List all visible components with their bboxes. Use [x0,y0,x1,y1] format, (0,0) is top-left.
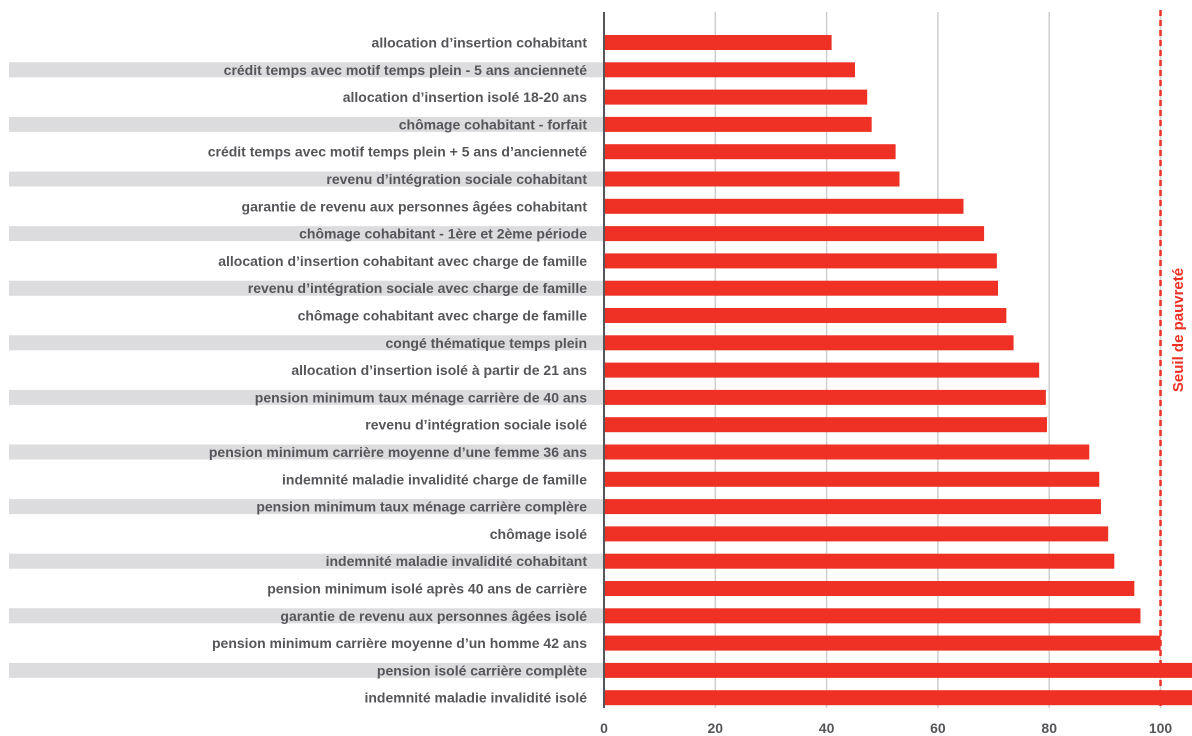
bar [604,581,1135,596]
x-tick-label: 20 [708,720,724,736]
bar [604,553,1115,569]
label-band [9,226,604,242]
x-axis-tick-labels: 0 20 40 60 80 100 [600,720,1172,736]
category-label: chômage cohabitant avec charge de famill… [298,308,588,324]
category-label: garantie de revenu aux personnes âgées c… [242,198,588,214]
category-labels: allocation d’insertion cohabitant crédit … [208,35,588,706]
category-label: revenu d’intégration sociale cohabitant [326,171,587,187]
category-label: revenu d’intégration sociale isolé [365,417,587,433]
category-label: chômage cohabitant - 1ère et 2ème périod… [299,226,587,242]
bar [604,526,1109,542]
category-label: pension minimum carrière moyenne d’un ho… [212,635,587,651]
bar [604,62,855,78]
category-label: crédit temps avec motif temps plein - 5 … [224,62,588,78]
bar [604,389,1046,405]
bar [604,89,868,105]
bar [604,662,1192,678]
label-band [9,444,604,460]
bar [604,417,1047,433]
bar [604,308,1007,323]
bar [604,253,997,269]
bar [604,608,1141,624]
label-band [9,662,604,678]
bar [604,35,832,50]
category-label: chômage isolé [490,526,587,542]
x-tick-label: 100 [1149,720,1173,736]
label-band [9,335,604,351]
category-label: allocation d’insertion isolé 18-20 ans [343,89,588,105]
label-band [9,389,604,405]
bar [604,280,999,296]
bar [604,116,872,132]
label-band [9,280,604,296]
category-label: pension minimum taux ménage carrière com… [256,499,587,515]
category-label: chômage cohabitant - forfait [399,116,588,132]
label-band [9,62,604,78]
bar [604,144,896,160]
x-tick-label: 40 [819,720,835,736]
category-label: congé thématique temps plein [386,335,587,351]
category-label: pension isolé carrière complète [377,662,587,678]
category-label: allocation d’insertion isolé à partir de… [291,362,587,378]
category-label: crédit temps avec motif temps plein + 5 … [208,144,588,160]
bar [604,226,985,242]
bar [604,198,964,214]
category-label: indemnité maladie invalidité charge de f… [282,471,587,487]
label-bands [9,62,604,678]
category-label: pension minimum taux ménage carrière de … [255,389,587,405]
poverty-threshold-label: Seuil de pauvreté [1170,268,1187,392]
category-label: revenu d’intégration sociale avec charge… [248,280,587,296]
bar [604,335,1014,351]
label-band [9,116,604,132]
category-label: pension minimum carrière moyenne d’une f… [209,444,587,460]
bars [604,35,1192,706]
category-label: garantie de revenu aux personnes âgées i… [280,608,587,624]
label-band [9,608,604,624]
x-tick-label: 0 [600,720,608,736]
bar [604,444,1090,460]
category-label: pension minimum isolé après 40 ans de ca… [267,581,587,597]
label-band [9,499,604,515]
bar [604,635,1161,651]
bar [604,471,1100,487]
label-band [9,553,604,569]
category-label: indemnité maladie invalidité cohabitant [326,553,588,569]
category-label: allocation d’insertion cohabitant [372,35,588,51]
bar [604,171,900,187]
gridlines [714,12,1162,708]
label-band [9,171,604,187]
x-tick-label: 60 [930,720,946,736]
bar [604,499,1101,515]
bar [604,690,1192,706]
bar [604,362,1040,378]
x-tick-label: 80 [1041,720,1057,736]
category-label: indemnité maladie invalidité isolé [364,690,587,706]
category-label: allocation d’insertion cohabitant avec c… [218,253,587,269]
